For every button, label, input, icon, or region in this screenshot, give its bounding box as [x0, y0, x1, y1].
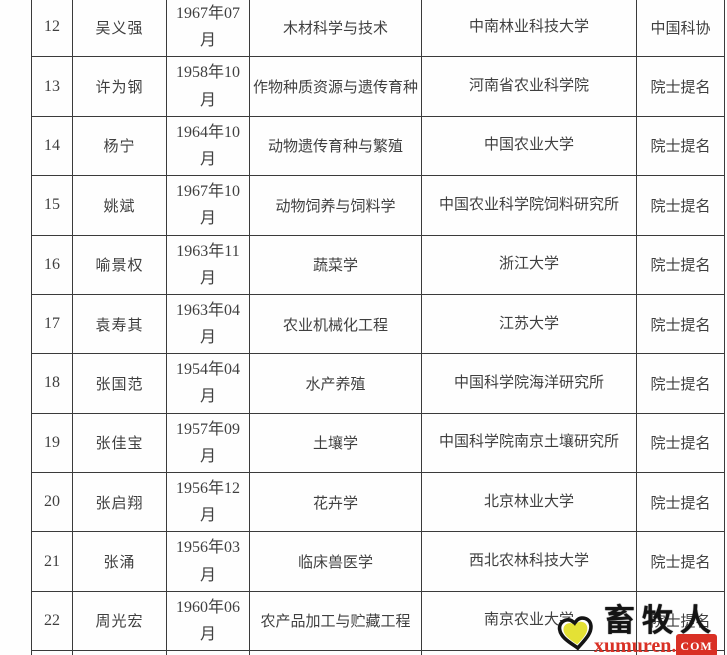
table-row: 20 张启翔 1956年12月 花卉学 北京林业大学 院士提名: [31, 471, 725, 533]
nomination-cell: 院士提名: [636, 293, 725, 355]
birth-date-cell: 1954年04月: [166, 353, 250, 414]
row-number-cell: 13: [31, 56, 73, 117]
field-cell: 木材科学与技术: [249, 0, 422, 58]
name-cell: 姚斌: [72, 175, 167, 236]
row-number-cell: 19: [31, 412, 73, 474]
birth-date-cell: 1966年08月: [166, 650, 250, 655]
field-cell: 水产养殖: [249, 353, 422, 414]
birth-date-cell: 1956年12月: [166, 471, 250, 533]
nomination-cell: 院士提名: [636, 353, 725, 414]
organization-cell: 北京林业大学: [421, 471, 637, 533]
organization-cell: 西北农林科技大学: [421, 531, 637, 592]
organization-cell: 河南省农业科学院: [421, 56, 637, 117]
row-number-cell: 18: [31, 353, 73, 414]
table-row: 15 姚斌 1967年10月 动物饲养与饲料学 中国农业科学院饲料研究所 院士提…: [31, 175, 725, 236]
field-cell: 临床兽医学: [249, 531, 422, 592]
birth-date-cell: 1963年04月: [166, 293, 250, 355]
birth-date-cell: 1958年10月: [166, 56, 250, 117]
name-cell: 喻景权: [72, 234, 167, 295]
birth-date-cell: 1964年10月: [166, 115, 250, 177]
birth-date-cell: 1967年07月: [166, 0, 250, 58]
organization-cell: 中国农业科学院农业资源与农业区划研究所: [421, 650, 637, 655]
name-cell: 周卫: [72, 650, 167, 655]
name-cell: 张涌: [72, 531, 167, 592]
field-cell: 蔬菜学: [249, 234, 422, 295]
table-row: 17 袁寿其 1963年04月 农业机械化工程 江苏大学 院士提名: [31, 293, 725, 355]
organization-cell: 中南林业科技大学: [421, 0, 637, 58]
name-cell: 吴义强: [72, 0, 167, 58]
table-row: 23 周卫 1966年08月 植物营养学 中国农业科学院农业资源与农业区划研究所…: [31, 650, 725, 655]
nomination-cell: 院士提名: [636, 590, 725, 652]
row-number-cell: 15: [31, 175, 73, 236]
name-cell: 张启翔: [72, 471, 167, 533]
field-cell: 花卉学: [249, 471, 422, 533]
table-row: 13 许为钢 1958年10月 作物种质资源与遗传育种 河南省农业科学院 院士提…: [31, 56, 725, 117]
table-row: 21 张涌 1956年03月 临床兽医学 西北农林科技大学 院士提名: [31, 531, 725, 592]
candidates-table: 12 吴义强 1967年07月 木材科学与技术 中南林业科技大学 中国科协 13…: [31, 0, 725, 655]
nomination-cell: 院士提名: [636, 234, 725, 295]
name-cell: 张佳宝: [72, 412, 167, 474]
row-number-cell: 21: [31, 531, 73, 592]
organization-cell: 中国科学院南京土壤研究所: [421, 412, 637, 474]
birth-date-cell: 1963年11月: [166, 234, 250, 295]
organization-cell: 中国农业科学院饲料研究所: [421, 175, 637, 236]
table-row: 14 杨宁 1964年10月 动物遗传育种与繁殖 中国农业大学 院士提名: [31, 115, 725, 177]
name-cell: 张国范: [72, 353, 167, 414]
field-cell: 农产品加工与贮藏工程: [249, 590, 422, 652]
table-row: 22 周光宏 1960年06月 农产品加工与贮藏工程 南京农业大学 院士提名: [31, 590, 725, 652]
row-number-cell: 17: [31, 293, 73, 355]
field-cell: 作物种质资源与遗传育种: [249, 56, 422, 117]
table-row: 18 张国范 1954年04月 水产养殖 中国科学院海洋研究所 院士提名: [31, 353, 725, 414]
name-cell: 袁寿其: [72, 293, 167, 355]
organization-cell: 浙江大学: [421, 234, 637, 295]
nomination-cell: 院士提名: [636, 471, 725, 533]
organization-cell: 中国科学院海洋研究所: [421, 353, 637, 414]
field-cell: 土壤学: [249, 412, 422, 474]
nomination-cell: 院士提名: [636, 115, 725, 177]
table-row: 19 张佳宝 1957年09月 土壤学 中国科学院南京土壤研究所 院士提名: [31, 412, 725, 474]
organization-cell: 南京农业大学: [421, 590, 637, 652]
table-row: 12 吴义强 1967年07月 木材科学与技术 中南林业科技大学 中国科协: [31, 0, 725, 58]
birth-date-cell: 1957年09月: [166, 412, 250, 474]
birth-date-cell: 1956年03月: [166, 531, 250, 592]
name-cell: 杨宁: [72, 115, 167, 177]
row-number-cell: 20: [31, 471, 73, 533]
table-row: 16 喻景权 1963年11月 蔬菜学 浙江大学 院士提名: [31, 234, 725, 295]
name-cell: 许为钢: [72, 56, 167, 117]
organization-cell: 江苏大学: [421, 293, 637, 355]
nomination-cell: 院士提名: [636, 175, 725, 236]
field-cell: 农业机械化工程: [249, 293, 422, 355]
row-number-cell: 16: [31, 234, 73, 295]
nomination-cell: 院士提名: [636, 412, 725, 474]
birth-date-cell: 1960年06月: [166, 590, 250, 652]
organization-cell: 中国农业大学: [421, 115, 637, 177]
birth-date-cell: 1967年10月: [166, 175, 250, 236]
nomination-cell: 中国科协: [636, 0, 725, 58]
row-number-cell: 22: [31, 590, 73, 652]
field-cell: 动物遗传育种与繁殖: [249, 115, 422, 177]
row-number-cell: 23: [31, 650, 73, 655]
field-cell: 动物饲养与饲料学: [249, 175, 422, 236]
field-cell: 植物营养学: [249, 650, 422, 655]
name-cell: 周光宏: [72, 590, 167, 652]
row-number-cell: 14: [31, 115, 73, 177]
nomination-cell: 院士提名: [636, 56, 725, 117]
nomination-cell: 院士提名: [636, 650, 725, 655]
nomination-cell: 院士提名: [636, 531, 725, 592]
table-body: 12 吴义强 1967年07月 木材科学与技术 中南林业科技大学 中国科协 13…: [31, 0, 725, 655]
row-number-cell: 12: [31, 0, 73, 58]
